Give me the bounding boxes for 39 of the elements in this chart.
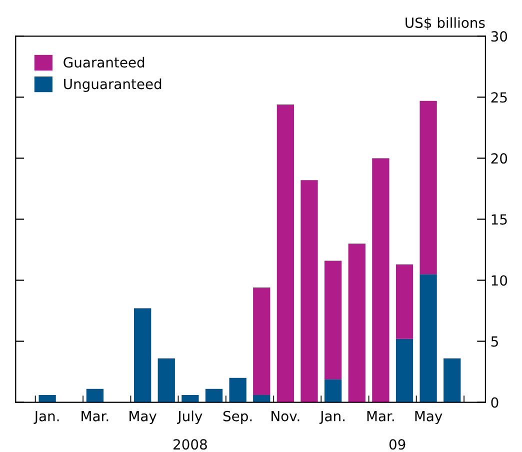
legend-label: Guaranteed	[64, 56, 144, 68]
bar	[300, 180, 318, 402]
bar	[229, 378, 246, 402]
bar	[396, 338, 414, 402]
y-tick-label: 20	[491, 153, 508, 164]
bar	[324, 260, 342, 380]
x-tick-label: Nov.	[272, 411, 300, 422]
y-axis-title: US$ billions	[406, 17, 485, 30]
bar	[205, 388, 223, 402]
y-tick-label: 15	[492, 214, 507, 225]
bar	[348, 244, 366, 402]
bar	[324, 379, 342, 402]
bar	[134, 308, 152, 402]
x-tick-label: May	[130, 411, 157, 424]
text: 09	[389, 439, 406, 450]
y-tick-label: 30	[491, 31, 508, 42]
x-tick-label: Jan.	[319, 411, 344, 424]
x-tick-label: July	[176, 410, 202, 424]
bar	[182, 394, 199, 402]
x-tick-label: Mar.	[82, 411, 108, 422]
x-tick-label: May	[415, 411, 442, 424]
y-tick-label: 5	[491, 336, 498, 347]
bar	[396, 264, 414, 339]
y-tick-label: 10	[492, 275, 508, 286]
x-tick-label: Jan.	[34, 411, 59, 424]
bar	[86, 388, 104, 402]
bar	[444, 358, 461, 402]
bar	[372, 158, 390, 402]
bar	[420, 100, 437, 274]
bar	[420, 274, 437, 402]
bar	[158, 358, 175, 402]
bar	[253, 288, 270, 395]
bar	[276, 104, 294, 402]
text: 2008	[174, 439, 207, 450]
x-tick-label: Mar.	[367, 411, 394, 422]
x-tick-label: Sep.	[223, 410, 252, 424]
y-tick-label: 25	[491, 92, 507, 103]
legend-label: Unguaranteed	[64, 78, 162, 92]
y-tick-label: 0	[491, 397, 498, 408]
